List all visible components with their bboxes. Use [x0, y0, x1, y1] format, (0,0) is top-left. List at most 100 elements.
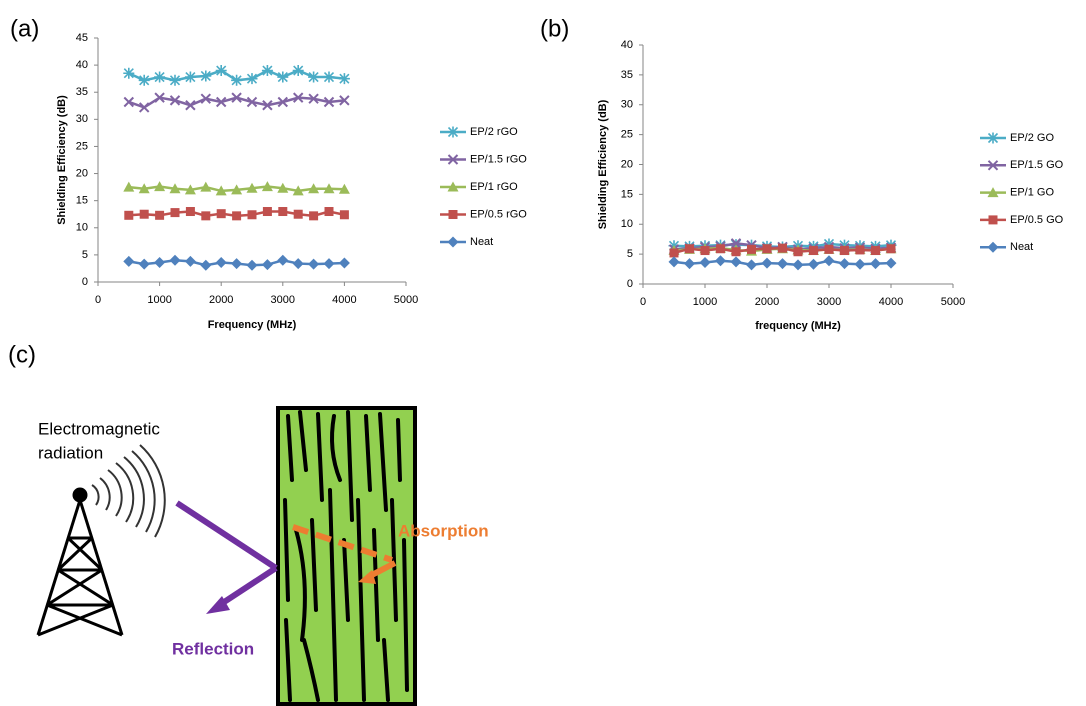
marker: [308, 183, 320, 194]
marker: [308, 258, 320, 270]
marker: [324, 207, 334, 217]
x-axis-title: frequency (MHz): [755, 320, 841, 332]
marker: [778, 243, 787, 253]
marker: [261, 65, 273, 77]
y-tick-label: 45: [76, 32, 88, 44]
marker: [762, 244, 772, 254]
marker: [246, 96, 258, 108]
marker: [824, 244, 834, 254]
y-axis-title: Shielding Efficiency (dB): [56, 95, 68, 225]
marker: [871, 246, 880, 256]
marker: [448, 210, 458, 219]
y-tick-label: 10: [621, 218, 633, 230]
marker: [277, 254, 289, 266]
x-tick-label: 4000: [879, 296, 903, 308]
x-tick-label: 3000: [817, 296, 841, 308]
marker: [855, 245, 865, 255]
y-tick-label: 30: [621, 99, 633, 111]
marker: [323, 71, 335, 83]
marker: [231, 258, 243, 270]
marker: [886, 244, 896, 254]
source-label: radiation: [38, 443, 103, 462]
marker: [216, 209, 226, 219]
x-tick-label: 5000: [394, 294, 418, 306]
marker: [185, 207, 195, 217]
marker: [823, 255, 835, 267]
marker: [184, 255, 196, 267]
marker: [185, 100, 196, 111]
marker: [261, 259, 273, 271]
marker: [138, 183, 150, 194]
legend-label: Neat: [470, 236, 493, 248]
marker: [124, 210, 134, 220]
marker: [839, 258, 850, 270]
marker: [747, 244, 756, 254]
marker: [169, 183, 181, 194]
marker: [746, 259, 757, 271]
y-tick-label: 5: [627, 248, 633, 260]
marker: [200, 259, 212, 271]
marker: [201, 211, 211, 221]
marker: [155, 210, 165, 220]
legend-label: EP/1 GO: [1010, 187, 1054, 199]
marker: [169, 254, 181, 266]
y-tick-label: 15: [76, 195, 88, 207]
marker: [988, 215, 998, 225]
legend-label: EP/2 GO: [1010, 132, 1054, 144]
marker: [339, 95, 350, 106]
x-tick-label: 0: [640, 296, 646, 308]
y-tick-label: 25: [76, 140, 88, 152]
marker: [854, 258, 866, 270]
marker: [885, 257, 897, 269]
marker: [215, 185, 227, 196]
marker: [793, 247, 803, 257]
marker: [987, 241, 999, 253]
marker: [308, 71, 320, 83]
marker: [716, 244, 725, 254]
marker: [246, 182, 258, 193]
y-tick-label: 35: [76, 86, 88, 98]
marker: [139, 209, 149, 219]
marker: [987, 187, 999, 198]
marker: [232, 211, 242, 221]
marker: [669, 248, 679, 258]
y-tick-label: 0: [82, 276, 88, 288]
marker: [684, 258, 695, 270]
marker: [987, 132, 999, 144]
marker: [323, 258, 335, 270]
x-tick-label: 1000: [693, 296, 717, 308]
antenna-tower: [36, 487, 124, 637]
marker: [200, 181, 212, 192]
panel-label: (c): [8, 341, 36, 368]
marker: [292, 65, 304, 77]
marker: [685, 244, 694, 254]
marker: [154, 71, 166, 83]
marker: [730, 256, 742, 268]
marker: [447, 181, 459, 192]
marker: [808, 258, 819, 270]
y-tick-label: 40: [621, 39, 633, 51]
marker: [170, 208, 180, 218]
marker: [292, 258, 304, 270]
marker: [138, 258, 150, 270]
y-tick-label: 10: [76, 222, 88, 234]
marker: [262, 100, 273, 111]
marker: [308, 93, 319, 104]
marker: [447, 236, 459, 248]
legend-label: EP/0.5 rGO: [470, 208, 527, 220]
x-tick-label: 2000: [755, 296, 779, 308]
source-label: Electromagnetic: [38, 419, 160, 438]
y-tick-label: 35: [621, 69, 633, 81]
x-axis-title: Frequency (MHz): [208, 319, 297, 331]
y-tick-label: 20: [76, 167, 88, 179]
y-tick-label: 25: [621, 129, 633, 141]
legend-label: Neat: [1010, 241, 1033, 253]
x-tick-label: 3000: [271, 294, 295, 306]
y-tick-label: 40: [76, 59, 88, 71]
panel-label: (b): [540, 15, 569, 42]
marker: [323, 96, 335, 108]
y-tick-label: 0: [627, 278, 633, 290]
marker: [215, 65, 227, 77]
marker: [987, 160, 999, 171]
